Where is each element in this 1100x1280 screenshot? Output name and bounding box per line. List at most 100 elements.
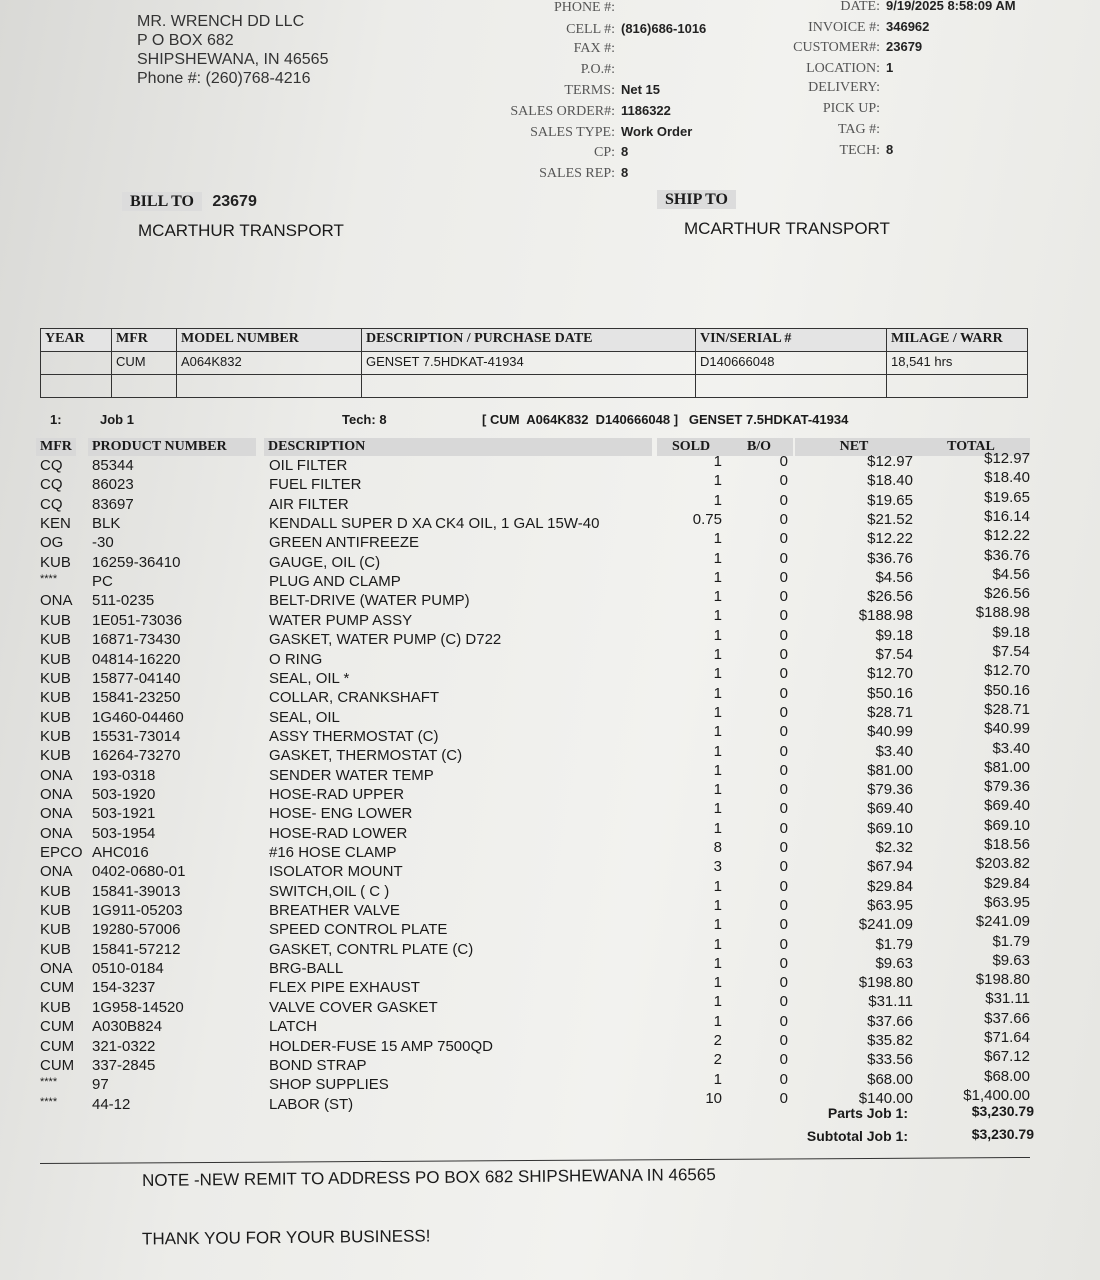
item-mfr: ONA bbox=[40, 863, 73, 881]
header-field: PHONE #: bbox=[505, 0, 621, 20]
item-total: $68.00 bbox=[984, 1067, 1030, 1085]
header-field-value: 8 bbox=[621, 164, 629, 180]
header-field-label: SALES TYPE: bbox=[530, 124, 615, 140]
item-mfr: ONA bbox=[40, 960, 73, 978]
header-field-label: INVOICE #: bbox=[808, 19, 880, 35]
bill-to-name: MCARTHUR TRANSPORT bbox=[138, 221, 344, 240]
header-field-value: (816)686-1016 bbox=[621, 20, 707, 36]
item-description: BRG-BALL bbox=[269, 960, 344, 978]
item-description: AIR FILTER bbox=[269, 495, 349, 513]
item-product-number: 1G958-14520 bbox=[92, 998, 184, 1016]
item-net: $1.79 bbox=[875, 935, 913, 953]
item-backorder: 0 bbox=[779, 530, 788, 548]
item-description: LABOR (ST) bbox=[269, 1095, 354, 1113]
header-field: LOCATION: 1 bbox=[770, 60, 893, 80]
item-mfr: KUB bbox=[40, 747, 71, 765]
item-sold: 1 bbox=[713, 800, 722, 818]
header-field: SALES TYPE: Work Order bbox=[505, 124, 692, 144]
unit-table: YEAR MFR MODEL NUMBER DESCRIPTION / PURC… bbox=[40, 328, 1028, 398]
item-total: $198.80 bbox=[975, 971, 1030, 989]
item-net: $35.82 bbox=[867, 1032, 913, 1049]
item-net: $9.18 bbox=[875, 626, 913, 644]
item-description: SWITCH,OIL ( C ) bbox=[269, 882, 390, 900]
company-address2: SHIPSHEWANA, IN 46565 bbox=[137, 51, 329, 68]
item-backorder: 0 bbox=[779, 453, 788, 470]
item-product-number: 15841-39013 bbox=[92, 882, 181, 900]
item-backorder: 0 bbox=[779, 684, 788, 702]
header-field: PICK UP: bbox=[770, 101, 886, 121]
item-mfr: KUB bbox=[40, 611, 71, 629]
item-backorder: 0 bbox=[779, 472, 788, 490]
item-description: SHOP SUPPLIES bbox=[269, 1076, 389, 1094]
item-backorder: 0 bbox=[779, 510, 788, 528]
item-product-number: 15877-04140 bbox=[92, 669, 181, 687]
item-sold: 1 bbox=[713, 684, 722, 702]
item-product-number: 154-3237 bbox=[92, 979, 156, 997]
col-mfr: MFR bbox=[36, 438, 76, 456]
item-net: $26.56 bbox=[867, 588, 913, 606]
item-sold: 1 bbox=[713, 607, 722, 625]
unit-vin: D140666048 bbox=[695, 351, 887, 375]
item-backorder: 0 bbox=[779, 607, 788, 625]
item-product-number: 16264-73270 bbox=[92, 747, 181, 765]
item-net: $7.54 bbox=[875, 646, 913, 663]
item-sold: 1 bbox=[713, 742, 722, 760]
header-field-value: Net 15 bbox=[621, 82, 661, 98]
col-sold: SOLD bbox=[657, 438, 725, 456]
header-field: DATE: 9/19/2025 8:58:09 AM bbox=[770, 0, 1015, 18]
empty-cell bbox=[111, 374, 177, 398]
header-field-label: DATE: bbox=[840, 0, 880, 14]
item-sold: 1 bbox=[713, 491, 722, 509]
item-mfr: ONA bbox=[40, 785, 73, 803]
item-total: $50.16 bbox=[984, 681, 1030, 699]
header-field-label: P.O.#: bbox=[580, 61, 615, 77]
item-sold: 1 bbox=[713, 781, 722, 799]
item-backorder: 0 bbox=[779, 588, 788, 606]
item-mfr: **** bbox=[40, 1095, 58, 1108]
header-field: CP: 8 bbox=[505, 144, 628, 164]
item-net: $188.98 bbox=[858, 607, 913, 625]
item-description: GASKET, CONTRL PLATE (C) bbox=[269, 940, 474, 958]
item-backorder: 0 bbox=[779, 1012, 788, 1030]
header-field-value: 23679 bbox=[886, 39, 923, 55]
item-net: $4.56 bbox=[875, 568, 913, 586]
item-description: ISOLATOR MOUNT bbox=[269, 863, 403, 881]
item-total: $28.71 bbox=[984, 700, 1030, 718]
item-product-number: 1G460-04460 bbox=[92, 708, 184, 726]
item-description: OIL FILTER bbox=[269, 457, 348, 474]
item-sold: 1 bbox=[713, 916, 722, 934]
item-product-number: 16871-73430 bbox=[92, 631, 181, 649]
header-field-label: FAX #: bbox=[573, 41, 615, 57]
empty-cell bbox=[695, 374, 887, 398]
empty-cell bbox=[40, 374, 112, 398]
item-product-number: BLK bbox=[92, 515, 121, 533]
header-field-label: TECH: bbox=[839, 143, 880, 159]
item-backorder: 0 bbox=[779, 954, 788, 972]
item-mfr: KUB bbox=[40, 650, 71, 668]
item-sold: 1 bbox=[713, 993, 722, 1011]
item-sold: 1 bbox=[713, 877, 722, 895]
item-total: $12.70 bbox=[984, 662, 1030, 680]
item-total: $18.40 bbox=[984, 469, 1030, 487]
item-backorder: 0 bbox=[779, 877, 788, 895]
item-net: $29.84 bbox=[867, 877, 913, 895]
item-sold: 1 bbox=[713, 761, 722, 779]
ship-to-name: MCARTHUR TRANSPORT bbox=[684, 219, 890, 238]
item-backorder: 0 bbox=[779, 974, 788, 992]
item-total: $69.40 bbox=[984, 797, 1030, 815]
item-sold: 1 bbox=[713, 646, 722, 663]
item-backorder: 0 bbox=[779, 703, 788, 721]
item-sold: 2 bbox=[713, 1051, 722, 1069]
item-backorder: 0 bbox=[779, 800, 788, 818]
item-net: $69.40 bbox=[867, 800, 913, 818]
item-net: $2.32 bbox=[875, 839, 913, 856]
item-net: $9.63 bbox=[875, 954, 913, 972]
item-total: $71.64 bbox=[984, 1029, 1030, 1046]
item-total: $29.84 bbox=[984, 874, 1030, 892]
header-field-label: LOCATION: bbox=[806, 60, 880, 76]
item-product-number: 97 bbox=[92, 1076, 109, 1094]
item-description: SEAL, OIL bbox=[269, 708, 340, 726]
item-description: BOND STRAP bbox=[269, 1056, 367, 1074]
bill-to-label: BILL TO bbox=[122, 192, 202, 211]
bill-to-number: 23679 bbox=[212, 193, 257, 210]
